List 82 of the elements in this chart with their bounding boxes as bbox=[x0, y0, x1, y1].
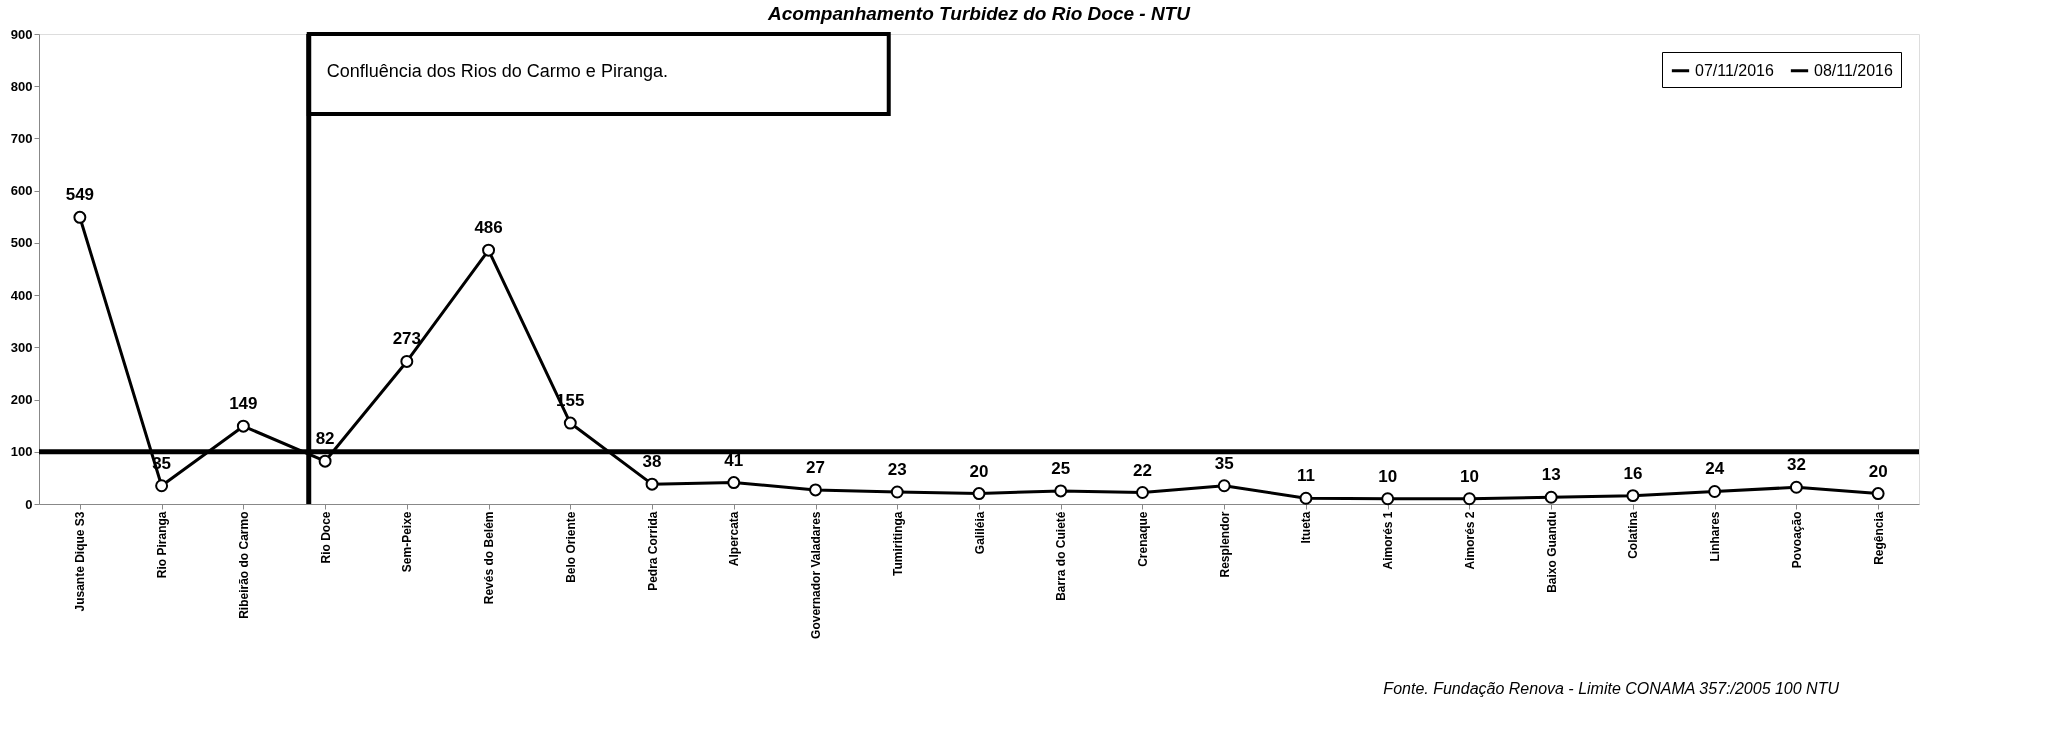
point bbox=[236, 419, 250, 433]
y-tick-label: 300 bbox=[10, 339, 33, 355]
data-label: 27 bbox=[806, 457, 825, 477]
point bbox=[1054, 484, 1068, 498]
y-tick-label: 700 bbox=[10, 130, 33, 146]
x-tick-label: Tumiritinga bbox=[890, 511, 905, 576]
point bbox=[1871, 487, 1885, 501]
y-tick-label: 500 bbox=[10, 235, 33, 251]
data-label: 11 bbox=[1296, 466, 1315, 486]
data-label: 25 bbox=[1051, 458, 1071, 478]
data-label: 22 bbox=[1133, 460, 1152, 480]
x-tick-label: Belo Oriente bbox=[563, 511, 578, 583]
x-tick-label: Pedra Corrida bbox=[645, 511, 660, 591]
x-tick-label: Galiléia bbox=[972, 511, 987, 555]
y-tick-label: 0 bbox=[25, 496, 33, 512]
x-tick-label: Baixo Guandu bbox=[1544, 511, 1559, 593]
data-label: 20 bbox=[969, 461, 989, 481]
data-label: 41 bbox=[724, 450, 744, 470]
legend-label: 08/11/2016 bbox=[1814, 61, 1893, 79]
x-tick-label: Barra do Cuieté bbox=[1054, 511, 1069, 601]
data-label: 273 bbox=[392, 329, 422, 349]
point bbox=[155, 479, 169, 493]
point bbox=[1299, 491, 1313, 505]
y-tick-label: 400 bbox=[10, 287, 33, 303]
x-tick-label: Resplendor bbox=[1217, 511, 1232, 578]
x-tick-label: Alpercata bbox=[727, 511, 742, 567]
y-tick-label: 900 bbox=[10, 26, 33, 42]
point bbox=[645, 477, 659, 491]
ref-line-label: Confluência dos Rios do Carmo e Piranga. bbox=[326, 61, 668, 81]
x-tick-label: Revés do Belém bbox=[482, 511, 497, 605]
data-label: 38 bbox=[642, 452, 662, 472]
x-tick-label: Jusante Dique S3 bbox=[73, 511, 88, 612]
data-label: 549 bbox=[65, 185, 95, 205]
data-label: 35 bbox=[1214, 453, 1234, 473]
point bbox=[1462, 492, 1476, 506]
x-tick-label: Aimorés 1 bbox=[1381, 511, 1396, 570]
x-tick-label: Crenaque bbox=[1135, 511, 1150, 567]
point bbox=[563, 416, 577, 430]
data-label: 10 bbox=[1378, 466, 1398, 486]
chart-title: Acompanhamento Turbidez do Rio Doce - NTU bbox=[767, 3, 1192, 24]
point bbox=[482, 243, 496, 257]
data-label: 23 bbox=[887, 459, 907, 479]
point bbox=[1544, 490, 1558, 504]
point bbox=[1708, 485, 1722, 498]
point bbox=[1789, 480, 1803, 494]
point bbox=[972, 487, 986, 501]
data-label: 13 bbox=[1541, 465, 1561, 485]
x-tick-label: Governador Valadares bbox=[809, 511, 824, 639]
x-tick-label: Ribeirão do Carmo bbox=[236, 511, 251, 619]
x-tick-label: Rio Doce bbox=[318, 511, 333, 564]
y-tick-label: 100 bbox=[10, 444, 33, 460]
point bbox=[1626, 489, 1640, 503]
point bbox=[1381, 492, 1395, 506]
source-note: Fonte. Fundação Renova - Limite CONAMA 357:/2005 100 NTU bbox=[1383, 680, 1840, 697]
data-label: 149 bbox=[229, 394, 258, 414]
data-label: 82 bbox=[315, 429, 335, 449]
legend-label: 07/11/2016 bbox=[1695, 61, 1774, 79]
data-label: 16 bbox=[1623, 463, 1643, 483]
x-tick-label: Povoação bbox=[1789, 511, 1804, 569]
data-label: 24 bbox=[1705, 459, 1725, 479]
point bbox=[1217, 479, 1231, 493]
data-label: 32 bbox=[1786, 455, 1806, 475]
x-tick-label: Itueta bbox=[1299, 511, 1314, 544]
point bbox=[727, 476, 741, 490]
data-label: 486 bbox=[474, 218, 503, 238]
data-label: 10 bbox=[1459, 466, 1479, 486]
x-tick-label: Regência bbox=[1871, 511, 1886, 565]
point bbox=[809, 483, 822, 497]
y-tick-label: 600 bbox=[10, 183, 33, 199]
x-tick-label: Linhares bbox=[1708, 511, 1723, 562]
x-tick-label: Rio Piranga bbox=[155, 511, 170, 579]
point bbox=[73, 210, 87, 224]
y-tick-label: 800 bbox=[10, 78, 33, 94]
y-tick-label: 200 bbox=[10, 392, 33, 408]
point bbox=[318, 454, 332, 468]
data-label: 20 bbox=[1868, 461, 1888, 481]
point bbox=[890, 485, 904, 499]
point bbox=[1136, 486, 1149, 499]
x-tick-label: Aimorés 2 bbox=[1462, 511, 1477, 570]
x-tick-label: Colatina bbox=[1626, 511, 1641, 559]
point bbox=[400, 354, 414, 368]
x-tick-label: Sem-Peixe bbox=[400, 511, 415, 573]
